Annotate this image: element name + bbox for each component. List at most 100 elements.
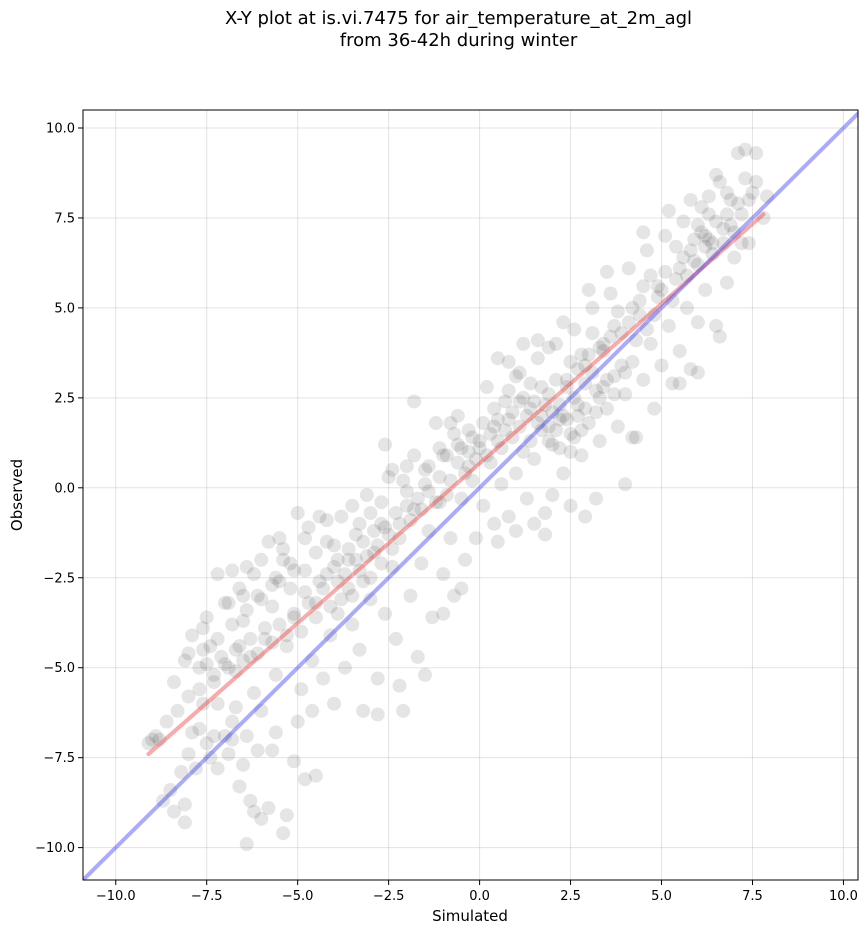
scatter-point	[268, 667, 283, 682]
scatter-point	[698, 228, 713, 243]
scatter-point	[665, 293, 680, 308]
scatter-point	[661, 203, 676, 218]
scatter-point	[250, 743, 265, 758]
scatter-point	[196, 642, 211, 657]
scatter-point	[596, 344, 611, 359]
scatter-point	[199, 657, 214, 672]
chart-title: X-Y plot at is.vi.7475 for air_temperatu…	[0, 8, 867, 52]
scatter-point	[545, 405, 560, 420]
scatter-point	[745, 185, 760, 200]
scatter-point	[290, 714, 305, 729]
scatter-point	[399, 498, 414, 513]
scatter-point	[450, 408, 465, 423]
scatter-point	[450, 455, 465, 470]
scatter-point	[687, 232, 702, 247]
x-tick-label: −10.0	[96, 889, 136, 904]
scatter-point	[698, 282, 713, 297]
scatter-point	[327, 559, 342, 574]
scatter-point	[585, 326, 600, 341]
scatter-point	[203, 639, 218, 654]
scatter-point	[377, 606, 392, 621]
scatter-point	[436, 606, 451, 621]
scatter-point	[192, 721, 207, 736]
scatter-point	[476, 416, 491, 431]
scatter-point	[505, 405, 520, 420]
scatter-point	[254, 811, 269, 826]
scatter-point	[199, 610, 214, 625]
scatter-point	[236, 613, 251, 628]
scatter-point	[519, 408, 534, 423]
scatter-point	[658, 264, 673, 279]
scatter-point	[334, 592, 349, 607]
scatter-point	[287, 610, 302, 625]
scatter-point	[538, 505, 553, 520]
scatter-point	[490, 534, 505, 549]
scatter-point	[243, 793, 258, 808]
scatter-point	[508, 523, 523, 538]
scatter-point	[156, 793, 171, 808]
scatter-point	[749, 174, 764, 189]
scatter-point	[265, 635, 280, 650]
scatter-point	[523, 434, 538, 449]
scatter-point	[636, 372, 651, 387]
scatter-point	[414, 502, 429, 517]
scatter-point	[443, 416, 458, 431]
scatter-point	[487, 516, 502, 531]
scatter-point	[527, 452, 542, 467]
scatter-point	[217, 657, 232, 672]
scatter-point	[636, 225, 651, 240]
scatter-point	[723, 218, 738, 233]
scatter-point	[461, 459, 476, 474]
scatter-point	[287, 563, 302, 578]
scatter-point	[359, 549, 374, 564]
scatter-point	[243, 631, 258, 646]
scatter-point	[210, 631, 225, 646]
scatter-point	[501, 383, 516, 398]
scatter-point	[701, 232, 716, 247]
plot-frame	[82, 109, 859, 881]
scatter-point	[268, 725, 283, 740]
scatter-point	[276, 552, 291, 567]
scatter-point	[345, 617, 360, 632]
scatter-point	[323, 628, 338, 643]
scatter-point	[418, 667, 433, 682]
scatter-point	[410, 649, 425, 664]
scatter-points	[141, 142, 775, 852]
scatter-point	[217, 595, 232, 610]
scatter-point	[734, 207, 749, 222]
scatter-point	[458, 466, 473, 481]
scatter-point	[490, 434, 505, 449]
scatter-point	[490, 412, 505, 427]
scatter-point	[690, 315, 705, 330]
scatter-point	[527, 394, 542, 409]
scatter-point	[472, 441, 487, 456]
scatter-point	[490, 351, 505, 366]
scatter-point	[243, 649, 258, 664]
scatter-point	[487, 401, 502, 416]
scatter-point	[319, 513, 334, 528]
y-tick-label: 10.0	[46, 121, 75, 136]
scatter-point	[450, 437, 465, 452]
scatter-point	[665, 376, 680, 391]
x-tick-label: −7.5	[191, 889, 223, 904]
scatter-point	[589, 383, 604, 398]
scatter-point	[501, 509, 516, 524]
scatter-point	[276, 826, 291, 841]
scatter-point	[367, 545, 382, 560]
scatter-point	[381, 470, 396, 485]
scatter-point	[516, 336, 531, 351]
scatter-point	[738, 142, 753, 157]
scatter-point	[345, 498, 360, 513]
scatter-point	[669, 272, 684, 287]
scatter-point	[192, 660, 207, 675]
scatter-point	[538, 527, 553, 542]
scatter-point	[166, 675, 181, 690]
scatter-point	[690, 257, 705, 272]
scatter-point	[203, 750, 218, 765]
scatter-point	[483, 455, 498, 470]
scatter-point	[370, 538, 385, 553]
scatter-point	[330, 574, 345, 589]
scatter-point	[610, 419, 625, 434]
scatter-point	[283, 581, 298, 596]
scatter-point	[236, 653, 251, 668]
